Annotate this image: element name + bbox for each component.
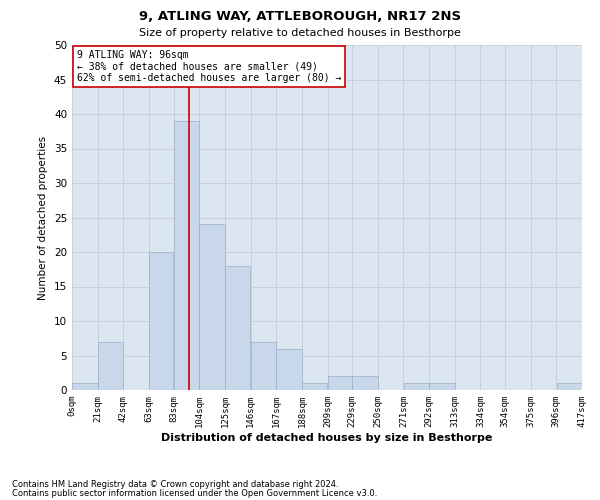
Bar — [225, 266, 250, 390]
Bar — [352, 376, 377, 390]
Bar — [557, 383, 582, 390]
Y-axis label: Number of detached properties: Number of detached properties — [38, 136, 49, 300]
Bar — [149, 252, 173, 390]
Bar — [173, 121, 199, 390]
Bar — [302, 383, 328, 390]
Bar — [251, 342, 276, 390]
Text: 9 ATLING WAY: 96sqm
← 38% of detached houses are smaller (49)
62% of semi-detach: 9 ATLING WAY: 96sqm ← 38% of detached ho… — [77, 50, 341, 84]
Bar — [199, 224, 224, 390]
Bar — [404, 383, 429, 390]
Bar — [430, 383, 455, 390]
Bar — [72, 383, 97, 390]
Text: 9, ATLING WAY, ATTLEBOROUGH, NR17 2NS: 9, ATLING WAY, ATTLEBOROUGH, NR17 2NS — [139, 10, 461, 23]
Bar — [328, 376, 352, 390]
Text: Contains public sector information licensed under the Open Government Licence v3: Contains public sector information licen… — [12, 488, 377, 498]
Bar — [277, 348, 302, 390]
Text: Contains HM Land Registry data © Crown copyright and database right 2024.: Contains HM Land Registry data © Crown c… — [12, 480, 338, 489]
X-axis label: Distribution of detached houses by size in Besthorpe: Distribution of detached houses by size … — [161, 432, 493, 442]
Bar — [98, 342, 123, 390]
Text: Size of property relative to detached houses in Besthorpe: Size of property relative to detached ho… — [139, 28, 461, 38]
